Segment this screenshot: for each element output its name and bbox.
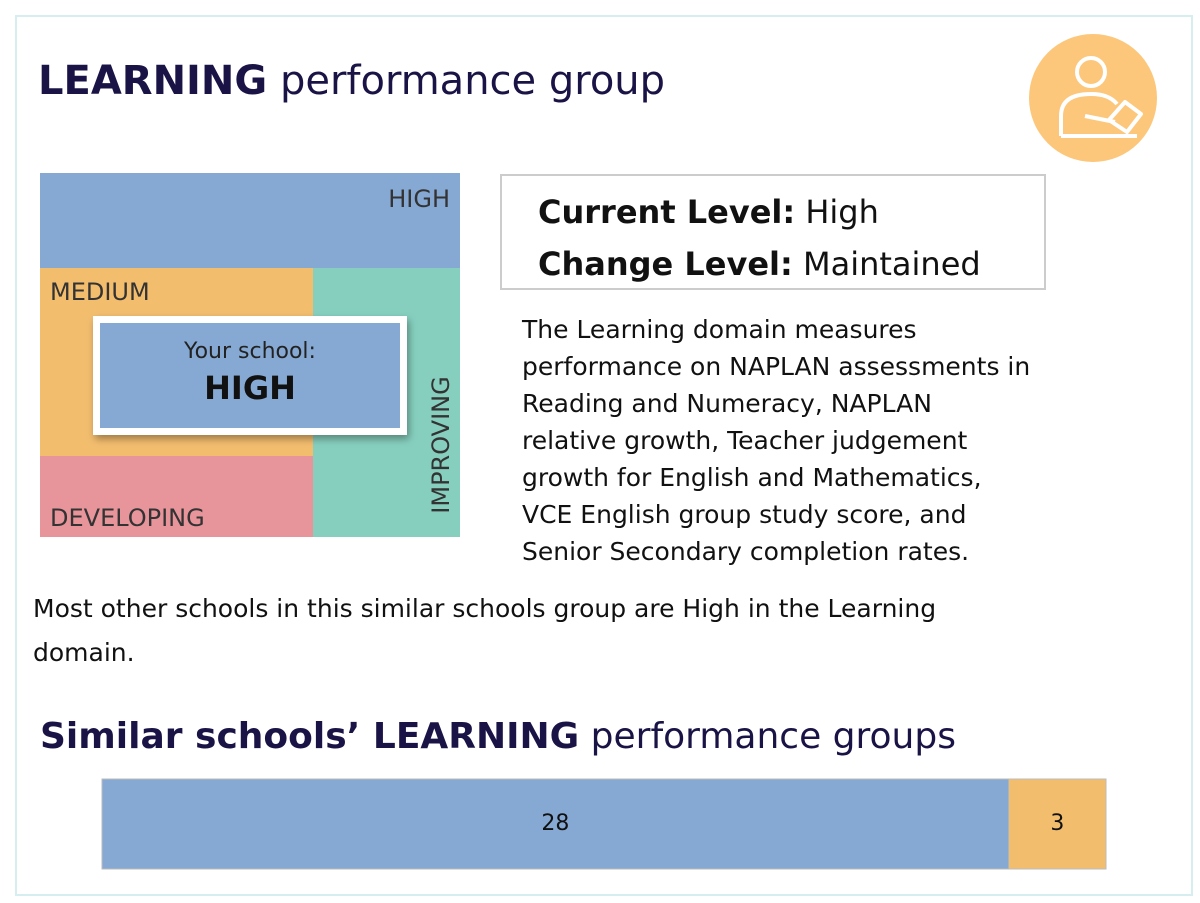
- developing-label: DEVELOPING: [50, 504, 205, 532]
- change-level-label: Change Level:: [538, 245, 793, 283]
- improving-label: IMPROVING: [427, 376, 455, 513]
- segment-label: 3: [1050, 811, 1064, 836]
- description-line: Reading and Numeracy, NAPLAN: [522, 389, 932, 418]
- description-line: VCE English group study score, and: [522, 500, 967, 529]
- bar-outline: [101, 778, 1107, 870]
- similar-bar: 28 3: [101, 778, 1107, 870]
- similar-title: Similar schools’ LEARNING performance gr…: [40, 716, 956, 757]
- current-level-value: High: [805, 193, 879, 231]
- note-line: Most other schools in this similar schoo…: [33, 594, 937, 623]
- your-school-level: HIGH: [204, 369, 296, 407]
- description-line: growth for English and Mathematics,: [522, 463, 982, 492]
- change-level-value: Maintained: [802, 245, 981, 283]
- note-line: domain.: [33, 638, 135, 667]
- change-level: Change Level: Maintained: [538, 238, 1044, 290]
- medium-label: MEDIUM: [50, 278, 150, 306]
- title: LEARNING performance group: [38, 58, 665, 104]
- learning-icon: [1029, 34, 1157, 162]
- description-line: The Learning domain measures: [522, 315, 917, 344]
- description-line: performance on NAPLAN assessments in: [522, 352, 1031, 381]
- current-level: Current Level: High: [538, 186, 1044, 238]
- segment-label: 28: [541, 811, 569, 836]
- description-line: Senior Secondary completion rates.: [522, 537, 970, 566]
- performance-matrix: HIGH MEDIUM DEVELOPING IMPROVING Your sc…: [40, 173, 460, 537]
- similar-title-bold: Similar schools’ LEARNING: [40, 716, 580, 757]
- bar-segment: [1008, 779, 1106, 869]
- description: The Learning domain measures performance …: [522, 311, 1030, 570]
- bar-segment: [102, 779, 1009, 869]
- description-line: relative growth, Teacher judgement: [522, 426, 968, 455]
- levels-box: Current Level: High Change Level: Mainta…: [500, 174, 1046, 290]
- current-level-label: Current Level:: [538, 193, 796, 231]
- similar-title-rest: performance groups: [590, 716, 956, 757]
- high-label: HIGH: [388, 185, 450, 213]
- your-school-label: Your school:: [183, 339, 316, 364]
- title-rest: performance group: [279, 58, 666, 104]
- frame: [15, 15, 1193, 896]
- note: Most other schools in this similar schoo…: [33, 587, 936, 675]
- title-bold: LEARNING: [38, 58, 268, 104]
